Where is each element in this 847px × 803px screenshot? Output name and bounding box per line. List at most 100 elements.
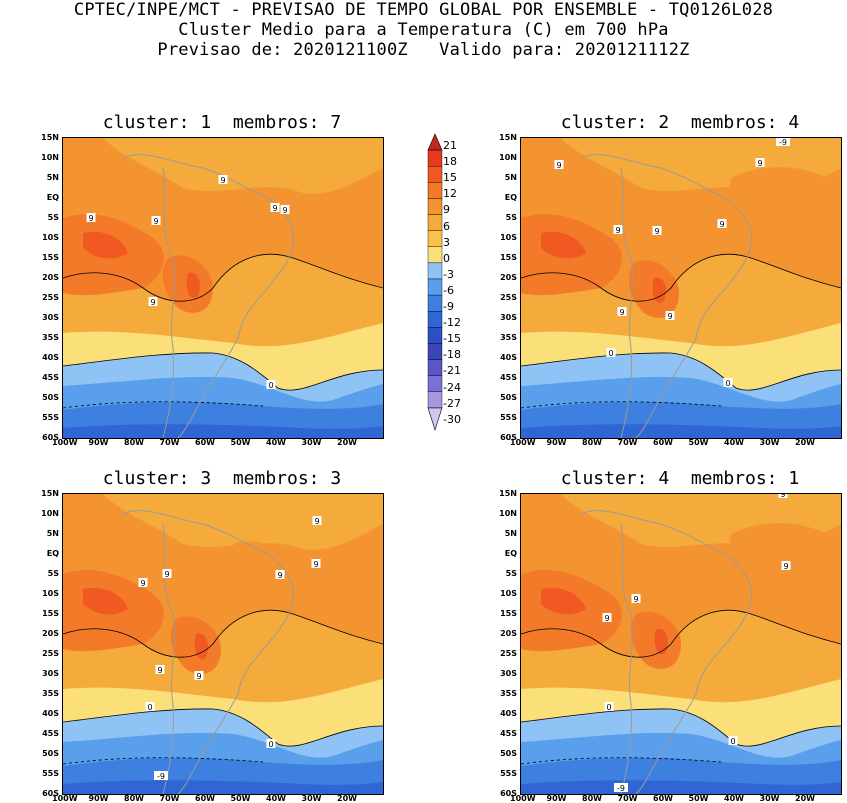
contour-label: 9 xyxy=(556,161,561,170)
lon-tick-label: 70W xyxy=(617,438,638,447)
lon-tick-label: 20W xyxy=(795,438,815,447)
contour-label: 0 xyxy=(608,349,613,358)
lat-tick-label: 50S xyxy=(42,393,59,402)
lon-tick-label: 80W xyxy=(124,794,144,803)
temperature-map: 9 9 9 9 0 0 -9 xyxy=(520,493,842,795)
colorbar-label: -30 xyxy=(443,412,461,426)
lon-tick-label: 60W xyxy=(195,438,215,447)
lat-tick-label: 5S xyxy=(47,213,59,222)
lon-tick-label: 30W xyxy=(301,438,322,447)
contour-label: -9 xyxy=(617,784,625,793)
lon-tick-label: 90W xyxy=(88,438,109,447)
colorbar-label: 18 xyxy=(443,155,457,169)
lat-tick-label: 55S xyxy=(500,413,517,422)
contour-label-box xyxy=(151,216,161,225)
lat-tick-label: 10S xyxy=(500,589,517,598)
colorbar-swatch xyxy=(427,391,443,409)
temperature-map: 9 9 9 9 9 9 9 0 0 -9 xyxy=(62,493,384,795)
lon-tick-label: 40W xyxy=(266,438,286,447)
lon-tick-label: 60W xyxy=(195,794,215,803)
contour-label: 9 xyxy=(196,672,201,681)
lat-tick-label: 10N xyxy=(499,153,517,162)
contour-label: 9 xyxy=(220,176,225,185)
colorbar-swatch xyxy=(427,166,443,183)
lat-tick-label: 45S xyxy=(500,373,517,382)
lat-tick-label: 15S xyxy=(500,253,517,262)
contour-label: 9 xyxy=(719,220,724,229)
lon-tick-label: 50W xyxy=(688,438,709,447)
colorbar-swatch xyxy=(427,359,443,376)
temperature-map: 9 9 9 9 9 9 9 0 0 -9 xyxy=(520,137,842,439)
colorbar-bottom-arrow xyxy=(427,407,443,431)
lat-tick-label: 10S xyxy=(500,233,517,242)
colorbar-label: -15 xyxy=(443,332,461,346)
lat-tick-label: 35S xyxy=(500,333,517,342)
contour-label-box xyxy=(631,594,641,603)
lat-tick-label: 5S xyxy=(47,569,59,578)
lat-tick-label: EQ xyxy=(46,193,59,202)
lat-tick-label: 5N xyxy=(504,173,517,182)
contour-label: 9 xyxy=(780,494,785,499)
contour-label-box xyxy=(218,175,228,184)
colorbar-swatch xyxy=(427,343,443,360)
contour-label: 9 xyxy=(88,214,93,223)
lat-tick-label: 55S xyxy=(500,769,517,778)
title-line-2: Cluster Medio para a Temperatura (C) em … xyxy=(178,20,669,40)
lat-tick-label: 15S xyxy=(42,253,59,262)
lon-tick-label: 60W xyxy=(653,794,673,803)
contour-label: 0 xyxy=(268,381,273,390)
contour-label-box xyxy=(194,671,204,680)
lat-tick-label: 5N xyxy=(46,529,59,538)
contour-label-box xyxy=(755,158,765,167)
colorbar-label: 21 xyxy=(443,139,457,152)
contour-label-box xyxy=(613,225,623,234)
lat-tick-label: 15S xyxy=(42,609,59,618)
map-canvas: 9 9 9 9 0 0 -9 xyxy=(521,494,841,794)
lat-tick-label: 60S xyxy=(42,433,59,442)
contour-label: 9 xyxy=(140,579,145,588)
contour-label: 0 xyxy=(147,703,152,712)
lon-tick-label: 80W xyxy=(582,438,602,447)
contour-label-box xyxy=(723,378,733,387)
lat-tick-label: 40S xyxy=(42,353,59,362)
lat-tick-label: EQ xyxy=(504,193,517,202)
panel-title: cluster: 4 membros: 1 xyxy=(560,468,800,489)
lat-tick-label: 50S xyxy=(500,393,517,402)
lat-tick-label: 40S xyxy=(500,353,517,362)
colorbar-swatch xyxy=(427,230,443,247)
colorbar-label: -6 xyxy=(443,283,454,297)
lon-tick-label: 20W xyxy=(337,438,357,447)
contour-label: 9 xyxy=(314,517,319,526)
contour-label: 9 xyxy=(783,562,788,571)
colorbar-swatch xyxy=(427,278,443,296)
lat-tick-label: 10N xyxy=(41,153,59,162)
contour-label-box xyxy=(145,702,155,711)
colorbar-label: -24 xyxy=(443,380,461,394)
contour-label: 0 xyxy=(725,379,730,388)
colorbar-label: -3 xyxy=(443,267,454,281)
contour-label: 9 xyxy=(619,308,624,317)
lat-tick-label: 25S xyxy=(42,293,59,302)
lon-tick-label: 40W xyxy=(724,438,744,447)
contour-label-box xyxy=(606,348,616,357)
contour-label-box xyxy=(86,213,96,222)
lat-tick-label: 20S xyxy=(42,273,59,282)
contour-label: 9 xyxy=(313,560,318,569)
lat-tick-label: 25S xyxy=(42,649,59,658)
contour-label: 9 xyxy=(277,571,282,580)
lon-tick-label: 60W xyxy=(653,438,673,447)
contour-label: 9 xyxy=(164,570,169,579)
lon-tick-label: 100W xyxy=(510,438,536,447)
lat-tick-label: 35S xyxy=(42,689,59,698)
lat-tick-label: 5N xyxy=(504,529,517,538)
lon-tick-label: 20W xyxy=(795,794,815,803)
lat-tick-label: 30S xyxy=(500,313,517,322)
colorbar-label: 6 xyxy=(443,219,450,233)
title-line-1: CPTEC/INPE/MCT - PREVISAO DE TEMPO GLOBA… xyxy=(73,0,774,20)
lat-tick-label: 45S xyxy=(42,373,59,382)
contour-label-box xyxy=(275,570,285,579)
contour-label-box xyxy=(602,613,612,622)
lat-tick-label: 10N xyxy=(41,509,59,518)
lat-tick-label: 60S xyxy=(500,433,517,442)
